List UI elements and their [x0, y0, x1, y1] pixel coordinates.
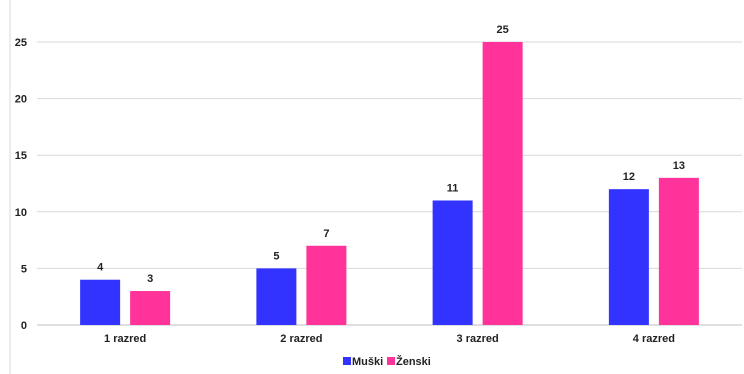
bars: 4 3 5 7 11 25 12 13 [80, 24, 699, 325]
y-tick-label: 0 [21, 320, 27, 332]
data-label: 11 [447, 182, 459, 194]
gridlines [37, 41, 742, 269]
bar-Muški-1 razred [80, 279, 121, 325]
data-label: 4 [97, 262, 104, 274]
bar-Ženski-1 razred [130, 291, 171, 325]
y-axis-ticks: 0 5 10 15 20 25 [15, 37, 27, 332]
x-tick-label: 4 razred [633, 333, 675, 345]
x-axis-ticks: 1 razred 2 razred 3 razred 4 razred [104, 333, 675, 345]
bar-Ženski-3 razred [482, 42, 523, 325]
data-label: 25 [497, 24, 509, 36]
x-tick-label: 1 razred [104, 333, 146, 345]
bar-Ženski-2 razred [306, 245, 347, 325]
legend-swatch [343, 357, 351, 365]
bar-Ženski-4 razred [658, 177, 699, 325]
data-label: 3 [147, 273, 153, 285]
data-label: 12 [623, 171, 635, 183]
legend-label: Ženski [396, 355, 431, 368]
x-tick-label: 3 razred [457, 333, 499, 345]
y-tick-label: 25 [15, 37, 27, 49]
y-tick-label: 10 [15, 207, 27, 219]
y-tick-label: 20 [15, 94, 27, 106]
x-tick-label: 2 razred [280, 333, 322, 345]
bar-Muški-2 razred [256, 268, 297, 325]
legend-swatch [387, 357, 395, 365]
legend-label: Muški [352, 356, 383, 368]
y-tick-label: 15 [15, 150, 27, 162]
legend: Muški Ženski [343, 355, 431, 368]
y-tick-label: 5 [21, 263, 27, 275]
data-label: 5 [273, 250, 279, 262]
data-label: 7 [323, 228, 329, 240]
bar-Muški-3 razred [432, 200, 473, 325]
bar-Muški-4 razred [608, 189, 649, 325]
data-label: 13 [673, 160, 685, 172]
